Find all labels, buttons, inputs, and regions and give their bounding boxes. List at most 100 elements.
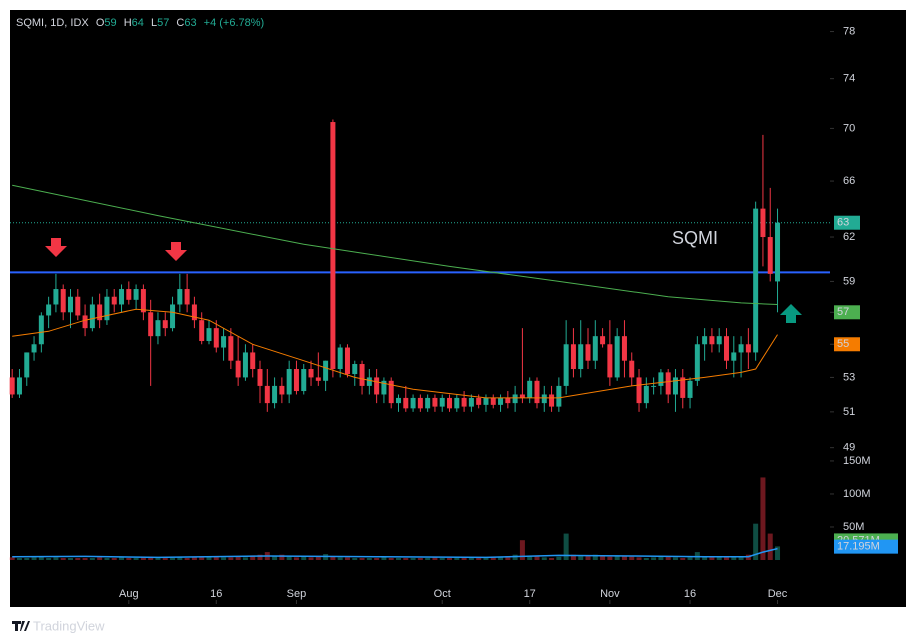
volume-bar bbox=[658, 556, 664, 560]
candle-body bbox=[330, 122, 336, 370]
volume-bar bbox=[38, 556, 44, 560]
volume-bar bbox=[672, 557, 678, 560]
volume-bar bbox=[279, 554, 285, 560]
candle-body bbox=[694, 344, 700, 381]
volume-bar bbox=[454, 556, 460, 560]
open-value: 59 bbox=[104, 17, 116, 29]
volume-bar bbox=[111, 558, 117, 560]
volume-bar bbox=[490, 557, 496, 560]
volume-bar bbox=[709, 556, 715, 560]
x-tick-label: Nov bbox=[600, 588, 620, 600]
volume-bar bbox=[570, 554, 576, 560]
candle-body bbox=[570, 344, 576, 370]
y-tick-label: 62 bbox=[843, 231, 855, 243]
candle-body bbox=[687, 380, 693, 398]
candle-body bbox=[738, 344, 744, 353]
moving-average bbox=[12, 184, 778, 305]
symbol: SQMI, 1D, IDX bbox=[16, 17, 89, 29]
volume-bar bbox=[614, 555, 620, 560]
candle-body bbox=[366, 377, 372, 386]
price-badge-bg bbox=[834, 305, 860, 320]
volume-bar bbox=[148, 556, 154, 560]
candle-body bbox=[46, 304, 52, 316]
volume-bar bbox=[447, 558, 453, 560]
candle-body bbox=[53, 289, 59, 305]
volume-bar bbox=[723, 556, 729, 560]
volume-bar bbox=[578, 556, 584, 560]
volume-bar bbox=[753, 523, 759, 560]
candle-body bbox=[760, 208, 766, 238]
candle-body bbox=[199, 320, 205, 342]
candle-body bbox=[410, 397, 416, 409]
candle-body bbox=[315, 377, 321, 381]
candle-body bbox=[534, 380, 540, 404]
candle-body bbox=[702, 336, 708, 345]
candle-body bbox=[651, 385, 657, 387]
candle-body bbox=[133, 289, 139, 300]
x-tick-label: 16 bbox=[210, 588, 222, 600]
candle-body bbox=[119, 289, 125, 305]
candle-body bbox=[512, 394, 518, 404]
volume-bar bbox=[330, 556, 336, 560]
volume-bar bbox=[592, 554, 598, 560]
volume-bar bbox=[563, 533, 569, 560]
volume-bar bbox=[629, 556, 635, 560]
candle-body bbox=[454, 397, 460, 409]
y-tick-label: 70 bbox=[843, 122, 855, 134]
volume-bar bbox=[403, 558, 409, 560]
candle-body bbox=[395, 397, 401, 404]
volume-bar bbox=[767, 533, 773, 560]
volume-bar bbox=[381, 557, 387, 560]
candle-body bbox=[257, 369, 263, 386]
volume-tick-label: 100M bbox=[843, 488, 871, 500]
candle-body bbox=[745, 344, 751, 353]
volume-bar bbox=[541, 557, 547, 560]
candle-body bbox=[578, 344, 584, 370]
candle-body bbox=[104, 296, 110, 321]
volume-bar bbox=[527, 556, 533, 560]
candle-body bbox=[97, 304, 103, 321]
y-tick-label: 51 bbox=[843, 406, 855, 418]
volume-bar bbox=[417, 558, 423, 560]
volume-bar bbox=[432, 557, 438, 560]
candle-body bbox=[775, 222, 781, 282]
volume-bar bbox=[687, 557, 693, 560]
moving-average bbox=[12, 308, 778, 399]
volume-bar bbox=[556, 556, 562, 560]
high-label: H bbox=[124, 17, 132, 29]
candle-body bbox=[308, 369, 314, 378]
volume-bar bbox=[89, 558, 95, 560]
candle-body bbox=[228, 336, 234, 361]
down-arrow bbox=[165, 242, 187, 261]
volume-bar bbox=[374, 558, 380, 560]
volume-bar bbox=[9, 557, 15, 560]
volume-bar bbox=[680, 558, 686, 560]
down-arrow bbox=[45, 238, 67, 257]
volume-ma bbox=[12, 547, 778, 559]
candle-body bbox=[111, 296, 117, 305]
y-tick-label: 59 bbox=[843, 275, 855, 287]
candle-body bbox=[38, 315, 44, 345]
close-value: 63 bbox=[184, 17, 196, 29]
candle-body bbox=[716, 336, 722, 345]
candle-body bbox=[665, 372, 671, 395]
price-badge-bg bbox=[834, 337, 860, 352]
volume-bar bbox=[439, 558, 445, 560]
x-tick-label: 17 bbox=[524, 588, 536, 600]
volume-bar bbox=[199, 556, 205, 560]
volume-bar bbox=[702, 556, 708, 560]
volume-bar bbox=[31, 557, 37, 560]
volume-tick-label: 50M bbox=[843, 521, 864, 533]
volume-bar bbox=[775, 546, 781, 560]
candle-body bbox=[439, 397, 445, 407]
low-value: 57 bbox=[157, 17, 169, 29]
candle-body bbox=[148, 312, 154, 337]
candle-body bbox=[24, 352, 30, 378]
volume-bar bbox=[410, 558, 416, 560]
open-label: O bbox=[96, 17, 105, 29]
candle-body bbox=[352, 364, 358, 375]
volume-bar bbox=[468, 557, 474, 560]
volume-badge: 17.195M bbox=[837, 541, 880, 553]
volume-bar bbox=[308, 557, 314, 560]
